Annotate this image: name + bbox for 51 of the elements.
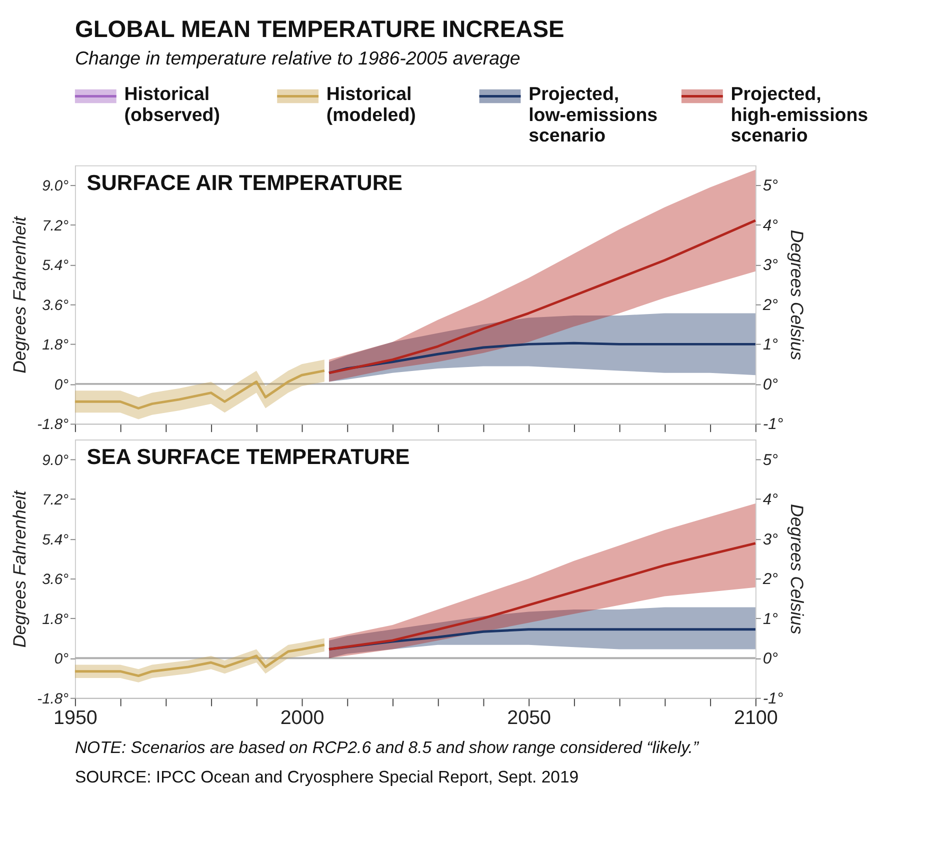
y-tick-label: 3.6° <box>42 298 69 314</box>
y-tick-label: 9.0° <box>42 452 69 469</box>
y2-tick-label: 1° <box>762 610 778 628</box>
line-series <box>328 219 757 374</box>
y2-tick-label: -1° <box>762 690 784 708</box>
text: Change in temperature relative to 1986-2005 average <box>74 48 520 69</box>
y2-tick-label: 3° <box>762 531 778 548</box>
legend-label: Historical (modeled) <box>326 83 416 125</box>
source-note: SOURCE: IPCC Ocean and Cryosphere Special Report, Sept. 2019 <box>74 768 579 787</box>
text: NOTE: Scenarios are based on RCP2.6 and 8.5 and show range considered “likely.” <box>74 738 700 758</box>
line-series <box>328 542 757 651</box>
y-tick-label: 7.2° <box>42 492 69 509</box>
y-axis-title: Degrees Fahrenheit <box>9 490 30 648</box>
x-tick-label: 2000 <box>280 706 324 729</box>
y-tick-label: 9.0° <box>42 178 69 195</box>
chart-title: SEA SURFACE TEMPERATURE <box>86 444 410 470</box>
y-tick-label: 1.8° <box>42 612 69 628</box>
y2-tick-label: 0° <box>762 376 778 394</box>
y-tick-label: 1.8° <box>42 338 69 354</box>
y2-tick-label: 0° <box>762 650 778 668</box>
y-tick-label: 0° <box>54 377 69 394</box>
y-tick-label: -1.8° <box>37 417 69 434</box>
line-series <box>74 369 326 410</box>
y2-tick-label: 2° <box>762 571 778 588</box>
y2-axis-title: Degrees Celsius <box>787 504 808 634</box>
y2-tick-label: 5° <box>762 452 778 469</box>
chart-title: SURFACE AIR TEMPERATURE <box>86 170 402 195</box>
text: GLOBAL MEAN TEMPERATURE INCREASE <box>74 17 564 44</box>
y2-tick-label: 3° <box>762 257 778 274</box>
y2-tick-label: 2° <box>762 296 778 314</box>
y-tick-label: 0° <box>54 652 69 668</box>
x-tick-label: 1950 <box>54 706 98 729</box>
y-tick-label: -1.8° <box>37 691 69 708</box>
y-axis-title: Degrees Fahrenheit <box>9 215 30 374</box>
y2-tick-label: 1° <box>762 336 778 354</box>
y-tick-label: 5.4° <box>42 258 69 274</box>
y-tick-label: 5.4° <box>42 532 69 548</box>
legend-label: Projected, low-emissions scenario <box>528 83 658 146</box>
y-tick-label: 3.6° <box>42 572 69 588</box>
y2-tick-label: 4° <box>762 217 778 234</box>
y2-tick-label: -1° <box>762 416 784 434</box>
y2-tick-label: 5° <box>762 178 778 195</box>
y2-tick-label: 4° <box>762 492 778 509</box>
line-series <box>328 342 757 374</box>
line-series <box>74 644 326 678</box>
legend-label: Historical (observed) <box>124 83 220 125</box>
y2-axis-title: Degrees Celsius <box>787 230 808 360</box>
x-tick-label: 2050 <box>507 706 552 729</box>
y-tick-label: 7.2° <box>42 218 69 234</box>
x-tick-label: 2100 <box>734 706 778 729</box>
legend-label: Projected, high-emissions scenario <box>730 83 868 146</box>
